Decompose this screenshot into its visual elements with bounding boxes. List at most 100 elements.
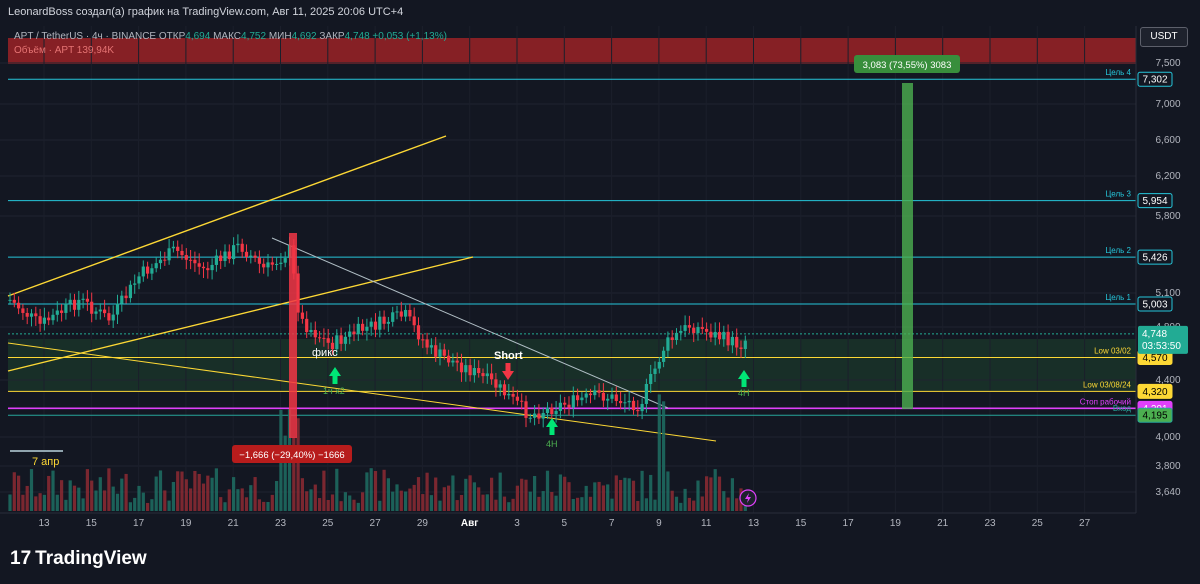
target-measure-bar [902, 83, 913, 409]
volume-bar [438, 500, 442, 511]
footer [0, 534, 1200, 584]
candle [692, 327, 696, 334]
volume-bar [227, 489, 231, 511]
price-tag [1137, 71, 1173, 87]
candle [322, 337, 326, 339]
volume-bar [434, 477, 438, 511]
legend-open: 4,694 [185, 31, 211, 42]
volume-bar [81, 498, 85, 511]
short-arrow [502, 363, 514, 380]
candle [47, 317, 51, 321]
candle [666, 337, 670, 351]
volume-bar [563, 476, 567, 511]
price-tag-label: 5,003 [1142, 299, 1167, 310]
volume-bar [373, 471, 378, 511]
candle [528, 417, 532, 419]
candle [735, 336, 739, 348]
volume-bar [29, 469, 34, 511]
candle [356, 323, 360, 335]
volume-bar [511, 498, 515, 511]
volume-bar [85, 469, 89, 511]
level-labels: Цель 4 Цель 3 Цель 2 Цель 1 Low 03/02 Low 03/… [1080, 68, 1132, 413]
candle [171, 246, 175, 249]
x-axis: 13 15 17 19 21 23 25 27 29 Авг 3 5 7 9 11 13 15 17 19 21 23 2… [38, 518, 1090, 529]
candle [399, 311, 403, 317]
volume-bar [171, 481, 175, 511]
price-tag [1137, 193, 1173, 209]
volume-bar [692, 500, 696, 511]
candle [343, 336, 347, 344]
tradingview-brand: TradingView [35, 548, 147, 569]
volume-bar [597, 481, 601, 511]
currency-button[interactable]: USDT [1140, 27, 1188, 47]
volume-bar [541, 491, 545, 511]
candle [184, 255, 188, 260]
volume-bar [606, 484, 610, 511]
volume-bar [369, 468, 373, 511]
candle [146, 266, 150, 274]
candle [270, 262, 274, 265]
candle [352, 331, 356, 335]
x-tick-label: 15 [86, 518, 98, 529]
candle [404, 309, 408, 317]
candle [107, 313, 111, 321]
candle [627, 400, 631, 403]
volume-bar [270, 494, 274, 511]
candle [494, 379, 498, 388]
price-tag-label: 5,954 [1142, 196, 1167, 207]
candle [726, 331, 730, 346]
volume-bar [683, 488, 687, 511]
candle [348, 331, 352, 337]
candle [601, 392, 605, 401]
volume-bar [197, 473, 201, 511]
candle [72, 299, 77, 310]
volume-bar [610, 498, 614, 511]
volume-bar [120, 478, 124, 511]
candle [541, 413, 545, 419]
volume-bar [554, 495, 558, 511]
candle [60, 310, 64, 313]
candle [115, 303, 120, 315]
volume-bar [154, 476, 158, 511]
drop-measure-label-bg [232, 445, 352, 463]
x-tick-label: 17 [133, 518, 145, 529]
candle [472, 368, 476, 376]
buy-arrow [738, 370, 750, 387]
candle [38, 316, 42, 324]
volume-bar [576, 497, 580, 511]
candle [266, 262, 270, 268]
price-tag-label: 5,426 [1142, 253, 1167, 264]
volume-bar [404, 491, 408, 511]
volume-bar [524, 479, 528, 511]
candle [743, 340, 747, 349]
candle [219, 255, 223, 262]
legend-close: 4,748 [344, 31, 370, 42]
candle [193, 259, 197, 264]
candle [584, 393, 588, 398]
volume-bar [399, 490, 403, 511]
volume-bar [8, 494, 12, 511]
volume-bar [322, 470, 326, 511]
volume-bar [98, 477, 102, 511]
candle [485, 373, 489, 377]
candle [34, 313, 38, 317]
volume-bar [674, 496, 679, 511]
candle [580, 397, 584, 401]
volume-bar [455, 500, 459, 511]
candle [395, 311, 399, 313]
volume-bar [249, 485, 253, 511]
volume-bar [614, 475, 618, 511]
x-tick-label: 7 [609, 518, 615, 529]
volume-bar [537, 496, 541, 511]
x-tick-label: 25 [322, 518, 334, 529]
legend-volume: Объём · APT 139,94K [14, 44, 447, 58]
volume-bar [167, 500, 171, 511]
candle [533, 413, 537, 418]
x-tick-label: Авг [461, 518, 479, 529]
candle [520, 400, 524, 402]
price-chart[interactable]: Short фикс 1ч x2 4H 4H 7 апр −1,666 (−29… [0, 26, 1200, 534]
volume-bar [51, 470, 55, 511]
candle [597, 390, 601, 393]
tradingview-logo[interactable]: 17 TradingView [10, 548, 147, 570]
volume-bar [485, 494, 489, 511]
